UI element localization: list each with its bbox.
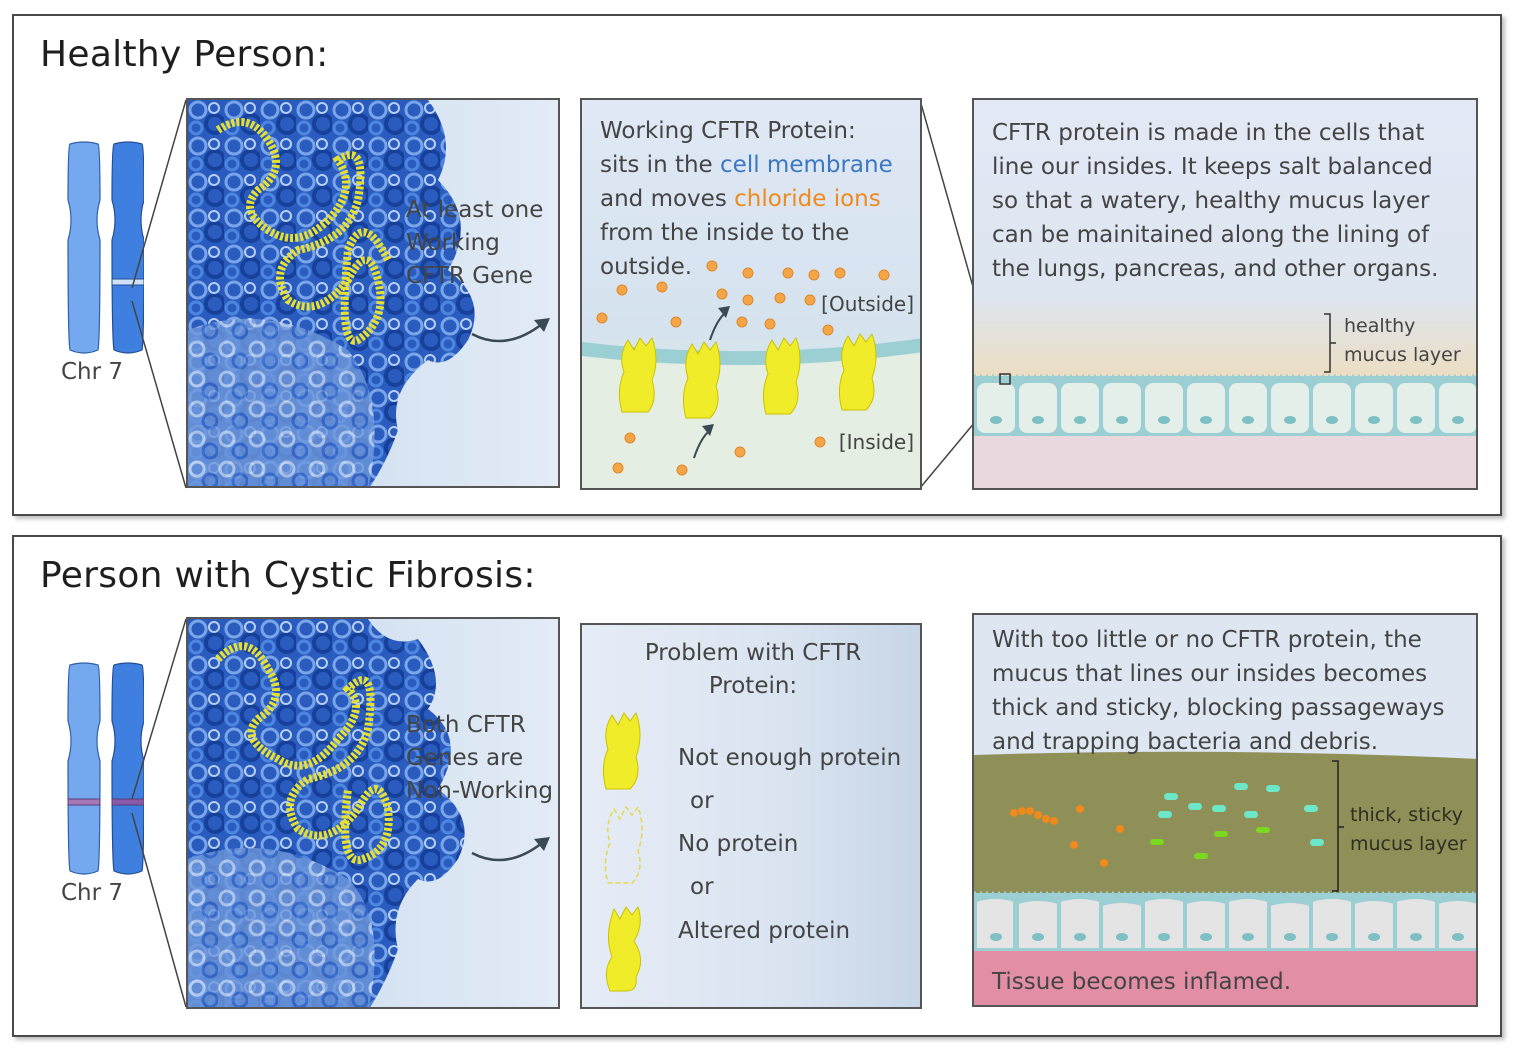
mutated-gene-band-right xyxy=(111,798,144,806)
chromosome-left xyxy=(67,141,101,354)
chromosome-label-cf: Chr 7 xyxy=(61,880,124,906)
cftr-proteins xyxy=(618,332,877,419)
protein-variants xyxy=(602,711,643,992)
altered-protein-icon xyxy=(606,905,641,992)
dna-illustration-cf xyxy=(188,619,465,1007)
healthy-tissue-panel: CFTR protein is made in the cells that l… xyxy=(972,98,1478,490)
chromosome-right xyxy=(111,141,144,354)
trapped-bacteria-and-debris xyxy=(1010,783,1324,867)
zoom-marker xyxy=(999,373,1011,385)
zoom-lines-cf xyxy=(131,618,187,1008)
healthy-person-section: Healthy Person: Chr 7 xyxy=(12,14,1502,516)
arrow-icon xyxy=(471,318,550,343)
option-no-protein: No protein xyxy=(678,831,799,857)
healthy-section-title: Healthy Person: xyxy=(40,34,329,75)
healthy-tissue-illustration xyxy=(974,313,1476,488)
chromosome-label: Chr 7 xyxy=(61,359,124,385)
chloride-ions-term: chloride ions xyxy=(734,186,881,212)
mutated-gene-band-left xyxy=(67,798,101,806)
chromosome-right xyxy=(111,662,144,875)
cell-membrane-term: cell membrane xyxy=(720,152,893,178)
chloride-ions xyxy=(596,260,890,476)
healthy-tissue-description: CFTR protein is made in the cells that l… xyxy=(992,120,1439,282)
dna-panel: At least one Working CFTR Gene xyxy=(186,98,560,488)
cftr-gene-band xyxy=(111,278,144,286)
epithelial-cells-cf xyxy=(974,891,1476,951)
option-not-enough: Not enough protein xyxy=(678,745,902,771)
sticky-mucus-label: thick, sticky mucus layer xyxy=(1350,804,1467,855)
problem-title: Problem with CFTR Protein: xyxy=(644,640,862,699)
non-working-gene-caption: Both CFTR Genes are Non-Working xyxy=(406,712,554,804)
dna-illustration xyxy=(188,100,475,486)
cf-tissue-description: With too little or no CFTR protein, the … xyxy=(992,627,1445,755)
mucus-bracket-cf xyxy=(1332,760,1344,892)
cf-section-title: Person with Cystic Fibrosis: xyxy=(40,555,536,596)
option-altered: Altered protein xyxy=(678,918,851,944)
option-or-1: or xyxy=(690,788,714,814)
problem-panel: Problem with CFTR Protein: Not enough pr… xyxy=(580,623,922,1009)
working-gene-caption: At least one Working CFTR Gene xyxy=(406,197,544,289)
option-or-2: or xyxy=(690,874,714,900)
ion-flow-arrows xyxy=(693,306,730,459)
chromosome-7-pair xyxy=(67,141,144,354)
mutated-gene-strand xyxy=(215,642,393,865)
inside-label: [Inside] xyxy=(838,430,914,454)
epithelial-cells xyxy=(974,374,1476,436)
chromosome-7-pair-cf xyxy=(67,662,144,875)
inflamed-caption: Tissue becomes inflamed. xyxy=(992,969,1292,995)
healthy-mucus-label: healthy mucus layer xyxy=(1344,315,1461,366)
dna-panel-cf: Both CFTR Genes are Non-Working xyxy=(186,617,560,1009)
protein-description: Working CFTR Protein: sits in the cell m… xyxy=(600,118,893,280)
inflamed-tissue xyxy=(974,945,1476,1005)
outside-label: [Outside] xyxy=(821,292,914,316)
membrane-illustration xyxy=(582,260,920,488)
not-enough-protein-icon xyxy=(602,711,641,790)
sticky-mucus-layer xyxy=(974,751,1476,895)
chromosome-left xyxy=(67,662,101,875)
cystic-fibrosis-section: Person with Cystic Fibrosis: Chr 7 xyxy=(12,535,1502,1037)
cf-tissue-illustration xyxy=(974,751,1476,1005)
cftr-gene-strand xyxy=(215,118,392,345)
arrow-icon-cf xyxy=(471,837,550,862)
protein-panel: Working CFTR Protein: sits in the cell m… xyxy=(580,98,922,490)
cf-tissue-panel: With too little or no CFTR protein, the … xyxy=(972,613,1478,1007)
no-protein-icon xyxy=(604,805,643,884)
mucus-bracket xyxy=(1324,313,1336,373)
cell-membrane xyxy=(582,338,920,366)
